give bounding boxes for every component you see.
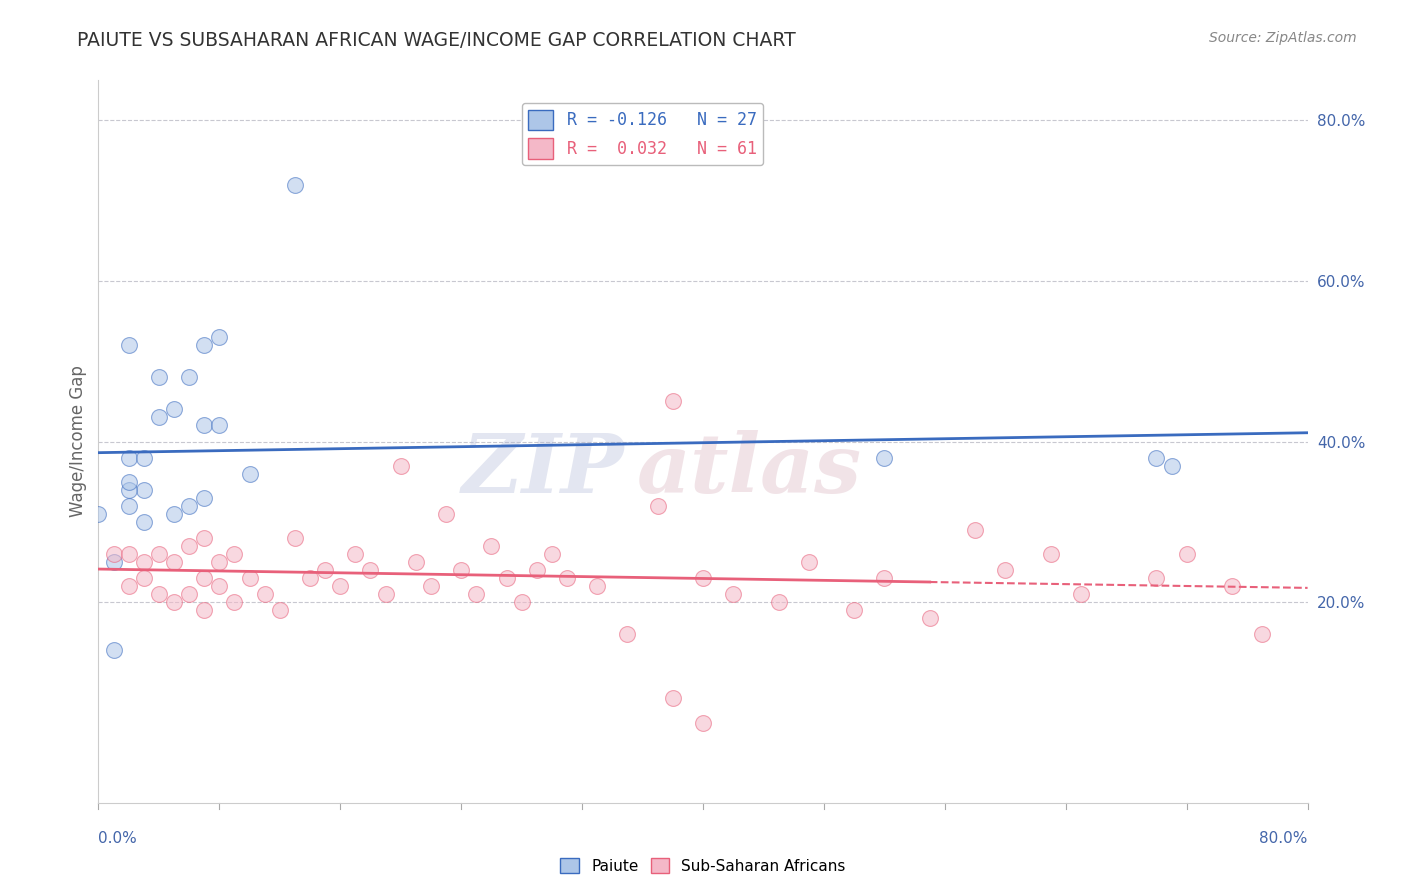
Text: 80.0%: 80.0% xyxy=(1260,831,1308,846)
Point xyxy=(163,595,186,609)
Point xyxy=(1160,458,1182,473)
Point xyxy=(420,579,443,593)
Point xyxy=(132,515,155,529)
Point xyxy=(193,571,215,585)
Point xyxy=(284,178,307,192)
Text: Source: ZipAtlas.com: Source: ZipAtlas.com xyxy=(1209,31,1357,45)
Point xyxy=(661,691,683,706)
Point xyxy=(284,531,307,545)
Point xyxy=(465,587,488,601)
Point xyxy=(253,587,276,601)
Point xyxy=(1039,547,1062,561)
Point xyxy=(103,643,125,657)
Point xyxy=(360,563,382,577)
Legend: Paiute, Sub-Saharan Africans: Paiute, Sub-Saharan Africans xyxy=(554,852,852,880)
Point xyxy=(193,418,215,433)
Point xyxy=(163,507,186,521)
Point xyxy=(374,587,396,601)
Point xyxy=(994,563,1017,577)
Point xyxy=(692,571,714,585)
Point xyxy=(389,458,412,473)
Point xyxy=(1251,627,1274,641)
Point xyxy=(87,507,110,521)
Point xyxy=(239,467,262,481)
Point xyxy=(481,539,503,553)
Point xyxy=(179,587,201,601)
Point xyxy=(224,595,246,609)
Point xyxy=(918,611,941,625)
Point xyxy=(495,571,517,585)
Point xyxy=(163,555,186,569)
Point xyxy=(179,370,201,384)
Point xyxy=(873,571,896,585)
Point xyxy=(208,579,231,593)
Point xyxy=(1175,547,1198,561)
Point xyxy=(118,483,141,497)
Point xyxy=(132,483,155,497)
Point xyxy=(208,418,231,433)
Point xyxy=(132,450,155,465)
Point xyxy=(510,595,533,609)
Point xyxy=(193,338,215,352)
Point xyxy=(314,563,336,577)
Point xyxy=(1144,450,1167,465)
Text: PAIUTE VS SUBSAHARAN AFRICAN WAGE/INCOME GAP CORRELATION CHART: PAIUTE VS SUBSAHARAN AFRICAN WAGE/INCOME… xyxy=(77,31,796,50)
Point xyxy=(118,547,141,561)
Point xyxy=(179,499,201,513)
Text: ZIP: ZIP xyxy=(461,431,624,510)
Point xyxy=(148,410,170,425)
Point xyxy=(616,627,638,641)
Point xyxy=(692,715,714,730)
Point xyxy=(208,330,231,344)
Point xyxy=(103,555,125,569)
Point xyxy=(586,579,609,593)
Point xyxy=(965,523,987,537)
Point xyxy=(1144,571,1167,585)
Point xyxy=(344,547,367,561)
Point xyxy=(329,579,352,593)
Point xyxy=(239,571,262,585)
Point xyxy=(299,571,322,585)
Point xyxy=(193,531,215,545)
Point xyxy=(797,555,820,569)
Point xyxy=(193,491,215,505)
Point xyxy=(405,555,427,569)
Point xyxy=(193,603,215,617)
Point xyxy=(661,394,683,409)
Point xyxy=(269,603,291,617)
Point xyxy=(450,563,472,577)
Point xyxy=(148,370,170,384)
Point xyxy=(555,571,578,585)
Legend: R = -0.126   N = 27, R =  0.032   N = 61: R = -0.126 N = 27, R = 0.032 N = 61 xyxy=(522,103,763,165)
Point xyxy=(148,587,170,601)
Point xyxy=(1220,579,1243,593)
Point xyxy=(873,450,896,465)
Point xyxy=(208,555,231,569)
Point xyxy=(118,450,141,465)
Point xyxy=(118,499,141,513)
Point xyxy=(434,507,457,521)
Point xyxy=(132,571,155,585)
Point xyxy=(1070,587,1092,601)
Point xyxy=(844,603,866,617)
Point xyxy=(647,499,669,513)
Point xyxy=(526,563,548,577)
Point xyxy=(132,555,155,569)
Point xyxy=(723,587,745,601)
Text: atlas: atlas xyxy=(637,431,862,510)
Point xyxy=(179,539,201,553)
Point xyxy=(163,402,186,417)
Point xyxy=(103,547,125,561)
Point xyxy=(224,547,246,561)
Y-axis label: Wage/Income Gap: Wage/Income Gap xyxy=(69,366,87,517)
Point xyxy=(118,475,141,489)
Text: 0.0%: 0.0% xyxy=(98,831,138,846)
Point xyxy=(118,579,141,593)
Point xyxy=(768,595,790,609)
Point xyxy=(118,338,141,352)
Point xyxy=(540,547,562,561)
Point xyxy=(148,547,170,561)
